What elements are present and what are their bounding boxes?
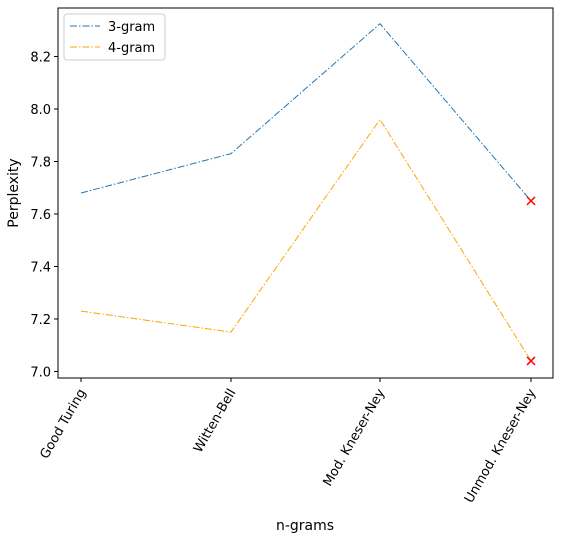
y-axis-label: Perplexity [6,158,22,227]
y-tick-label: 7.6 [30,208,51,223]
y-axis: 7.0 7.2 7.4 7.6 7.8 8.0 8.2 [30,51,58,380]
legend-label: 4-gram [108,41,155,56]
series-line-0 [80,23,532,202]
series-line-1 [80,118,532,362]
y-tick-label: 8.0 [30,103,51,118]
x-axis-label: n-grams [276,518,334,534]
y-tick-label: 7.4 [30,260,51,275]
x-marker [526,356,536,366]
x-tick-label: Unmod. Kneser-Ney [462,386,540,506]
x-tick-label: Witten-Bell [191,387,239,456]
legend-label: 3-gram [108,20,155,35]
x-tick-label: Good Turing [37,387,89,462]
plot-area [57,7,554,379]
series-lines [80,23,532,362]
y-tick-label: 8.2 [30,51,51,66]
x-axis: Good Turing Witten-Bell Mod. Kneser-Ney Unm… [37,378,540,506]
x-marker [526,196,536,206]
y-tick-label: 7.2 [30,313,51,328]
legend: 3-gram 4-gram [63,13,166,61]
markers [526,196,536,366]
y-tick-label: 7.0 [30,365,51,380]
x-tick-label: Mod. Kneser-Ney [321,386,389,489]
y-tick-label: 7.8 [30,156,51,171]
